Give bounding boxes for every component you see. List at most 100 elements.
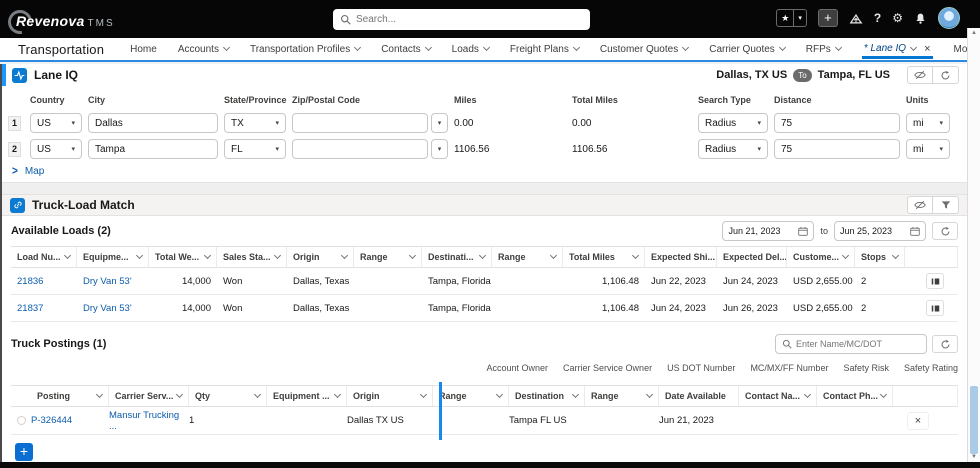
search-type-select[interactable]: Radius ▾ xyxy=(698,139,768,159)
distance-input[interactable] xyxy=(774,139,900,159)
col-posting[interactable]: Posting xyxy=(31,386,109,406)
guidance-center-icon[interactable] xyxy=(849,12,863,25)
notifications-bell-icon[interactable] xyxy=(914,12,927,25)
country-select[interactable]: US ▾ xyxy=(30,139,82,159)
calendar-icon[interactable] xyxy=(798,226,809,236)
tab-carrier-quotes[interactable]: Carrier Quotes xyxy=(709,44,786,55)
col-destination[interactable]: Destination xyxy=(509,386,585,406)
col-destination[interactable]: Destinati... xyxy=(422,247,492,267)
equipment-link[interactable]: Dry Van 53' xyxy=(83,302,132,314)
zip-dropdown-button[interactable]: ▾ xyxy=(431,113,448,133)
postings-search[interactable] xyxy=(775,334,927,354)
date-from-input[interactable]: Jun 21, 2023 xyxy=(722,221,815,241)
zip-input[interactable] xyxy=(292,139,428,159)
filter-button[interactable] xyxy=(933,196,959,214)
tab-transportation-profiles[interactable]: Transportation Profiles xyxy=(250,44,362,55)
date-to-input[interactable]: Jun 25, 2023 xyxy=(834,221,926,241)
close-tab-icon[interactable]: × xyxy=(924,42,931,55)
col-expected-del[interactable]: Expected Del... xyxy=(717,247,787,267)
vertical-scrollbar[interactable]: ▲ ▼ xyxy=(967,28,980,462)
col-load-number[interactable]: Load Nu... xyxy=(11,247,77,267)
col-total-miles[interactable]: Total Miles xyxy=(563,247,645,267)
tab-freight-plans[interactable]: Freight Plans xyxy=(510,44,580,55)
col-equipment[interactable]: Equipme... xyxy=(77,247,149,267)
calendar-icon[interactable] xyxy=(910,226,920,236)
favorites-button[interactable]: ★ ▾ xyxy=(776,9,807,27)
state-select[interactable]: FL ▾ xyxy=(224,139,286,159)
user-avatar[interactable] xyxy=(938,7,960,29)
route-to-badge: To xyxy=(793,68,812,82)
col-expected-ship[interactable]: Expected Shi... xyxy=(645,247,717,267)
filter-account-owner[interactable]: Account Owner xyxy=(486,363,549,373)
units-select[interactable]: mi ▾ xyxy=(906,113,950,133)
search-type-select[interactable]: Radius ▾ xyxy=(698,113,768,133)
tab-lane-iq-active[interactable]: * Lane IQ × xyxy=(861,40,933,59)
hide-button[interactable] xyxy=(907,196,933,214)
distance-input[interactable] xyxy=(774,113,900,133)
filter-us-dot-number[interactable]: US DOT Number xyxy=(667,363,736,373)
units-select[interactable]: mi ▾ xyxy=(906,139,950,159)
tab-more[interactable]: More▾ xyxy=(953,43,977,55)
col-range[interactable]: Range xyxy=(433,386,509,406)
tab-home[interactable]: Home xyxy=(130,43,157,55)
col-range-2[interactable]: Range xyxy=(585,386,659,406)
favorites-caret-icon[interactable]: ▾ xyxy=(793,10,806,26)
details-panel-button[interactable] xyxy=(926,273,944,289)
state-select[interactable]: TX ▾ xyxy=(224,113,286,133)
col-contact-name[interactable]: Contact Na... xyxy=(739,386,817,406)
global-search[interactable] xyxy=(333,9,590,30)
col-customer[interactable]: Custome... xyxy=(787,247,855,267)
col-qty[interactable]: Qty xyxy=(189,386,267,406)
filter-carrier-service-owner[interactable]: Carrier Service Owner xyxy=(563,363,653,373)
tab-accounts[interactable]: Accounts xyxy=(178,44,231,55)
add-row-button[interactable]: + xyxy=(15,443,33,461)
filter-safety-risk[interactable]: Safety Risk xyxy=(843,363,889,373)
col-range[interactable]: Range xyxy=(354,247,422,267)
col-origin[interactable]: Origin xyxy=(347,386,433,406)
map-toggle[interactable]: > Map xyxy=(2,162,967,180)
tab-customer-quotes[interactable]: Customer Quotes xyxy=(600,44,690,55)
tab-loads[interactable]: Loads xyxy=(452,44,490,55)
details-panel-button[interactable] xyxy=(926,300,944,316)
col-carrier-service[interactable]: Carrier Serv... xyxy=(109,386,189,406)
global-search-input[interactable] xyxy=(356,14,583,25)
load-number-link[interactable]: 21836 xyxy=(17,275,44,287)
remove-posting-button[interactable]: × xyxy=(907,411,929,430)
col-contact-phone[interactable]: Contact Ph... xyxy=(817,386,893,406)
carrier-service-link[interactable]: Mansur Trucking ... xyxy=(109,409,180,432)
col-sales-status[interactable]: Sales Sta... xyxy=(217,247,287,267)
load-number-link[interactable]: 21837 xyxy=(17,302,44,314)
loads-refresh-button[interactable] xyxy=(932,222,958,240)
col-total-weight[interactable]: Total We... xyxy=(149,247,217,267)
city-input[interactable] xyxy=(88,113,218,133)
tab-rfps[interactable]: RFPs xyxy=(806,44,842,55)
global-actions-button[interactable]: + xyxy=(817,9,838,27)
setup-gear-icon[interactable]: ⚙ xyxy=(892,11,903,25)
label-zip: Zip/Postal Code xyxy=(292,95,361,105)
col-equipment[interactable]: Equipment ... xyxy=(267,386,347,406)
col-origin[interactable]: Origin xyxy=(287,247,354,267)
col-range-2[interactable]: Range xyxy=(492,247,563,267)
hide-button[interactable] xyxy=(907,66,933,84)
scroll-up-icon[interactable]: ▲ xyxy=(971,30,977,36)
scrollbar-thumb[interactable] xyxy=(970,386,978,454)
postings-refresh-button[interactable] xyxy=(932,335,958,353)
col-date-available[interactable]: Date Available xyxy=(659,386,739,406)
filter-mc-mx-ff-number[interactable]: MC/MX/FF Number xyxy=(750,363,829,373)
filter-safety-rating[interactable]: Safety Rating xyxy=(903,363,958,373)
posting-link[interactable]: P-326444 xyxy=(31,415,73,426)
postings-search-input[interactable] xyxy=(796,339,920,349)
zip-input[interactable] xyxy=(292,113,428,133)
column-resize-indicator[interactable] xyxy=(439,382,442,440)
city-input[interactable] xyxy=(88,139,218,159)
star-icon[interactable]: ★ xyxy=(781,12,790,23)
scroll-down-icon[interactable]: ▼ xyxy=(971,454,977,460)
zip-dropdown-button[interactable]: ▾ xyxy=(431,139,448,159)
row-select-radio[interactable] xyxy=(17,416,26,425)
refresh-button[interactable] xyxy=(933,66,959,84)
tab-contacts[interactable]: Contacts xyxy=(381,44,432,55)
equipment-link[interactable]: Dry Van 53' xyxy=(83,275,132,287)
col-stops[interactable]: Stops xyxy=(855,247,905,267)
country-select[interactable]: US ▾ xyxy=(30,113,82,133)
help-icon[interactable]: ? xyxy=(873,11,882,25)
